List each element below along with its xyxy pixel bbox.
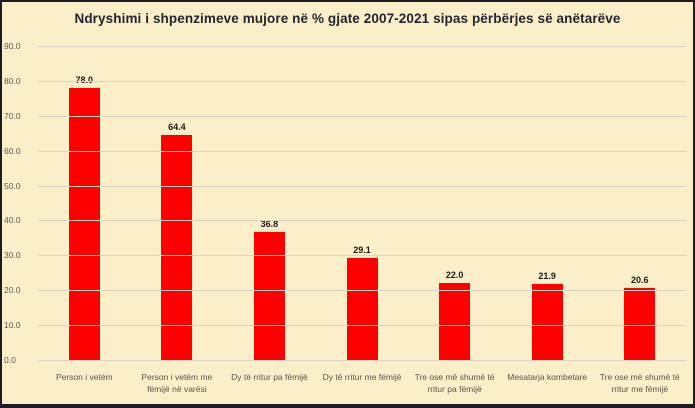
gridline [38, 46, 686, 47]
x-axis-labels: Person i vetëm Person i vetëm me fëmijë n… [38, 371, 686, 396]
bar-slot: 36.8 [223, 46, 316, 360]
y-tick-label: 10.0 [4, 320, 21, 331]
y-tick-label: 20.0 [4, 285, 21, 296]
bar [624, 288, 656, 360]
bar [68, 87, 100, 360]
x-axis-category-label: Person i vetëm [55, 372, 113, 382]
bar-value-label: 78.0 [75, 74, 94, 85]
x-axis-category-label: Mesatarja kombetare [507, 372, 588, 382]
bar-value-label: 21.9 [538, 270, 556, 281]
y-tick-label: 90.0 [4, 41, 21, 51]
bar-slot: 22.0 [408, 46, 501, 360]
plot-area: 78.0 64.4 36.8 29.1 22.0 21.9 20.6 90.0 80.0 70.… [4, 41, 686, 365]
bar [253, 231, 285, 360]
x-axis-category-label: Tre ose më shumë të rritur me fëmijë [599, 372, 680, 395]
x-axis-category-label: Dy të rritur pa fëmijë [231, 372, 308, 382]
y-tick-label: 50.0 [4, 180, 21, 191]
bar-slot: 64.4 [131, 46, 224, 360]
bar-slot: 78.0 [38, 46, 131, 360]
gridline [38, 360, 686, 361]
bar [346, 258, 378, 360]
gridline [38, 220, 686, 222]
gridline [38, 150, 686, 152]
bar-value-label: 22.0 [445, 270, 464, 281]
gridline [38, 325, 686, 327]
y-tick-label: 60.0 [4, 145, 21, 156]
chart-title: Ndryshimi i shpenzimeve mujore në % gjat… [74, 11, 621, 26]
y-tick-label: 70.0 [4, 110, 21, 121]
bars: 78.0 64.4 36.8 29.1 22.0 21.9 20.6 [38, 46, 686, 360]
y-tick-label: 0.0 [4, 355, 16, 365]
gridline [38, 255, 686, 257]
bar [439, 283, 471, 360]
bar-slot: 21.9 [501, 46, 594, 360]
bar-value-label: 29.1 [353, 245, 371, 256]
bar [161, 135, 193, 360]
y-tick-label: 30.0 [4, 250, 21, 261]
x-axis-category-label: Tre ose më shumë të rritur pa fëmijë [414, 372, 495, 395]
x-axis-category-label: Person i vetëm me fëmijë në varësi [141, 372, 213, 395]
bar-value-label: 20.6 [630, 275, 649, 286]
y-tick-label: 80.0 [4, 75, 21, 86]
bar-slot: 29.1 [316, 46, 409, 360]
y-tick-label: 40.0 [4, 215, 21, 226]
gridline [38, 80, 686, 82]
gridline [38, 185, 686, 187]
bar-value-label: 36.8 [260, 218, 279, 229]
x-axis-category-label: Dy të rritur me fëmijë [322, 372, 402, 382]
bar-value-label: 64.4 [168, 122, 186, 133]
gridline [38, 115, 686, 117]
bar-slot: 20.6 [593, 46, 686, 360]
gridline [38, 290, 686, 292]
bar [531, 283, 563, 360]
